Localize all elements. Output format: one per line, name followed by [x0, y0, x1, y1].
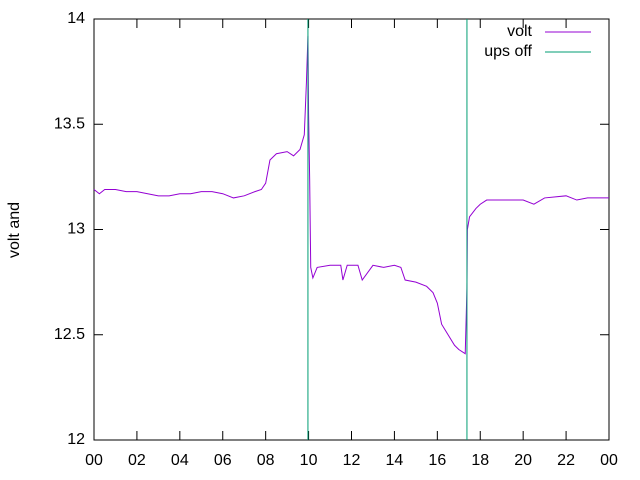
volt-line [93, 35, 609, 355]
x-tick-label: 18 [471, 452, 489, 469]
x-tick-label: 08 [257, 452, 275, 469]
x-tick-label: 04 [171, 452, 189, 469]
plot-border [93, 18, 610, 441]
y-tick-label: 14 [67, 10, 85, 27]
x-tick-label: 00 [600, 452, 618, 469]
x-tick-label: 14 [386, 452, 404, 469]
x-tick-label: 20 [514, 452, 532, 469]
legend-label: volt [507, 23, 532, 40]
y-tick-label: 12 [67, 431, 85, 448]
x-tick-label: 02 [128, 452, 146, 469]
x-tick-label: 06 [214, 452, 232, 469]
y-axis-label: volt and [6, 202, 23, 258]
y-tick-label: 13 [67, 221, 85, 238]
y-tick-label: 13.5 [54, 115, 85, 132]
x-tick-label: 00 [85, 452, 103, 469]
x-tick-label: 10 [300, 452, 318, 469]
x-tick-label: 12 [343, 452, 361, 469]
x-tick-label: 16 [428, 452, 446, 469]
x-tick-label: 22 [557, 452, 575, 469]
y-tick-label: 12.5 [54, 326, 85, 343]
legend-label: ups off [484, 43, 532, 60]
